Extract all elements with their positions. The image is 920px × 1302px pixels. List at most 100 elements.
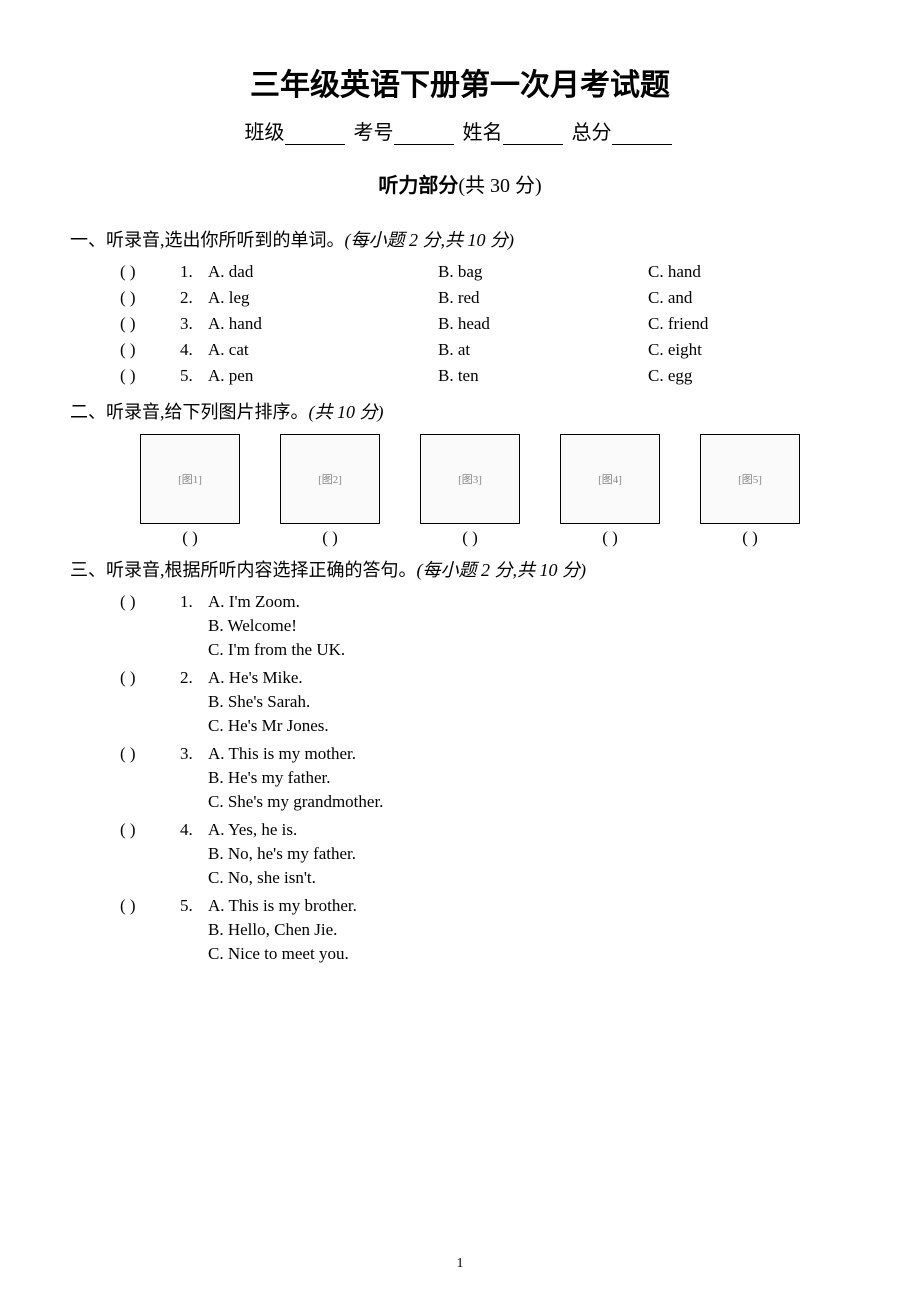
option-c: C. egg xyxy=(648,366,788,386)
student-info-line: 班级 考号 姓名 总分 xyxy=(80,116,840,145)
option-b: B. head xyxy=(438,314,648,334)
answer-paren[interactable]: ( ) xyxy=(120,820,180,892)
option-a: A. I'm Zoom. xyxy=(208,592,345,612)
pic-box-2: [图2] ( ) xyxy=(280,434,380,548)
score-label: 总分 xyxy=(572,116,612,145)
option-a: A. Yes, he is. xyxy=(208,820,356,840)
item-num: 4. xyxy=(180,820,208,892)
item-num: 1. xyxy=(180,262,208,282)
name-blank[interactable] xyxy=(503,125,563,145)
q2-pictures: [图1] ( ) [图2] ( ) [图3] ( ) [图4] ( ) [图5]… xyxy=(80,434,840,548)
option-a: A. pen xyxy=(208,366,438,386)
option-b: B. No, he's my father. xyxy=(208,844,356,864)
item-num: 3. xyxy=(180,744,208,816)
q3-heading-text: 三、听录音,根据所听内容选择正确的答句。 xyxy=(70,560,417,580)
option-a: A. He's Mike. xyxy=(208,668,329,688)
pic-4: [图4] xyxy=(560,434,660,524)
pic-box-4: [图4] ( ) xyxy=(560,434,660,548)
page-number: 1 xyxy=(457,1256,464,1272)
option-b: B. He's my father. xyxy=(208,768,383,788)
option-b: B. ten xyxy=(438,366,648,386)
q2-heading-text: 二、听录音,给下列图片排序。 xyxy=(70,402,309,422)
q1-item-3: ( ) 3. A. hand B. head C. friend xyxy=(80,314,840,334)
q3-points: (每小题 2 分,共 10 分) xyxy=(417,560,587,580)
item-num: 1. xyxy=(180,592,208,664)
option-c: C. I'm from the UK. xyxy=(208,640,345,660)
pic-box-5: [图5] ( ) xyxy=(700,434,800,548)
pic-paren-4[interactable]: ( ) xyxy=(560,528,660,548)
option-c: C. and xyxy=(648,288,788,308)
q1-item-4: ( ) 4. A. cat B. at C. eight xyxy=(80,340,840,360)
option-c: C. He's Mr Jones. xyxy=(208,716,329,736)
q1-points: (每小题 2 分,共 10 分) xyxy=(345,230,515,250)
q3-item-4: ( ) 4. A. Yes, he is. B. No, he's my fat… xyxy=(80,820,840,892)
answer-paren[interactable]: ( ) xyxy=(120,744,180,816)
options: A. This is my brother. B. Hello, Chen Ji… xyxy=(208,896,357,968)
option-c: C. She's my grandmother. xyxy=(208,792,383,812)
listening-title-main: 听力部分 xyxy=(378,175,458,197)
option-b: B. She's Sarah. xyxy=(208,692,329,712)
q3-heading: 三、听录音,根据所听内容选择正确的答句。(每小题 2 分,共 10 分) xyxy=(70,556,840,582)
pic-5: [图5] xyxy=(700,434,800,524)
answer-paren[interactable]: ( ) xyxy=(120,288,180,308)
q3-item-2: ( ) 2. A. He's Mike. B. She's Sarah. C. … xyxy=(80,668,840,740)
q2-heading: 二、听录音,给下列图片排序。(共 10 分) xyxy=(70,398,840,424)
option-b: B. red xyxy=(438,288,648,308)
option-a: A. cat xyxy=(208,340,438,360)
q1-heading-text: 一、听录音,选出你所听到的单词。 xyxy=(70,230,345,250)
option-c: C. friend xyxy=(648,314,788,334)
option-a: A. This is my brother. xyxy=(208,896,357,916)
options: A. This is my mother. B. He's my father.… xyxy=(208,744,383,816)
pic-1: [图1] xyxy=(140,434,240,524)
pic-paren-1[interactable]: ( ) xyxy=(140,528,240,548)
pic-box-1: [图1] ( ) xyxy=(140,434,240,548)
answer-paren[interactable]: ( ) xyxy=(120,314,180,334)
pic-2: [图2] xyxy=(280,434,380,524)
id-label: 考号 xyxy=(354,116,394,145)
option-a: A. This is my mother. xyxy=(208,744,383,764)
option-b: B. bag xyxy=(438,262,648,282)
pic-paren-2[interactable]: ( ) xyxy=(280,528,380,548)
item-num: 5. xyxy=(180,896,208,968)
item-num: 4. xyxy=(180,340,208,360)
q3-item-3: ( ) 3. A. This is my mother. B. He's my … xyxy=(80,744,840,816)
answer-paren[interactable]: ( ) xyxy=(120,668,180,740)
class-label: 班级 xyxy=(245,116,285,145)
option-c: C. No, she isn't. xyxy=(208,868,356,888)
options: A. He's Mike. B. She's Sarah. C. He's Mr… xyxy=(208,668,329,740)
id-blank[interactable] xyxy=(394,125,454,145)
item-num: 3. xyxy=(180,314,208,334)
q1-item-1: ( ) 1. A. dad B. bag C. hand xyxy=(80,262,840,282)
q3-item-1: ( ) 1. A. I'm Zoom. B. Welcome! C. I'm f… xyxy=(80,592,840,664)
option-c: C. hand xyxy=(648,262,788,282)
pic-3: [图3] xyxy=(420,434,520,524)
pic-paren-3[interactable]: ( ) xyxy=(420,528,520,548)
q1-item-2: ( ) 2. A. leg B. red C. and xyxy=(80,288,840,308)
answer-paren[interactable]: ( ) xyxy=(120,366,180,386)
option-c: C. eight xyxy=(648,340,788,360)
item-num: 2. xyxy=(180,288,208,308)
name-label: 姓名 xyxy=(463,116,503,145)
pic-paren-5[interactable]: ( ) xyxy=(700,528,800,548)
answer-paren[interactable]: ( ) xyxy=(120,592,180,664)
class-blank[interactable] xyxy=(285,125,345,145)
option-b: B. Hello, Chen Jie. xyxy=(208,920,357,940)
score-blank[interactable] xyxy=(612,125,672,145)
q1-item-5: ( ) 5. A. pen B. ten C. egg xyxy=(80,366,840,386)
option-a: A. dad xyxy=(208,262,438,282)
option-a: A. leg xyxy=(208,288,438,308)
listening-title-points: (共 30 分) xyxy=(458,175,541,197)
q2-points: (共 10 分) xyxy=(309,402,384,422)
q1-heading: 一、听录音,选出你所听到的单词。(每小题 2 分,共 10 分) xyxy=(70,226,840,252)
option-c: C. Nice to meet you. xyxy=(208,944,357,964)
option-b: B. at xyxy=(438,340,648,360)
listening-section-title: 听力部分(共 30 分) xyxy=(80,169,840,198)
options: A. I'm Zoom. B. Welcome! C. I'm from the… xyxy=(208,592,345,664)
item-num: 2. xyxy=(180,668,208,740)
q3-item-5: ( ) 5. A. This is my brother. B. Hello, … xyxy=(80,896,840,968)
pic-box-3: [图3] ( ) xyxy=(420,434,520,548)
answer-paren[interactable]: ( ) xyxy=(120,340,180,360)
answer-paren[interactable]: ( ) xyxy=(120,896,180,968)
option-b: B. Welcome! xyxy=(208,616,345,636)
answer-paren[interactable]: ( ) xyxy=(120,262,180,282)
